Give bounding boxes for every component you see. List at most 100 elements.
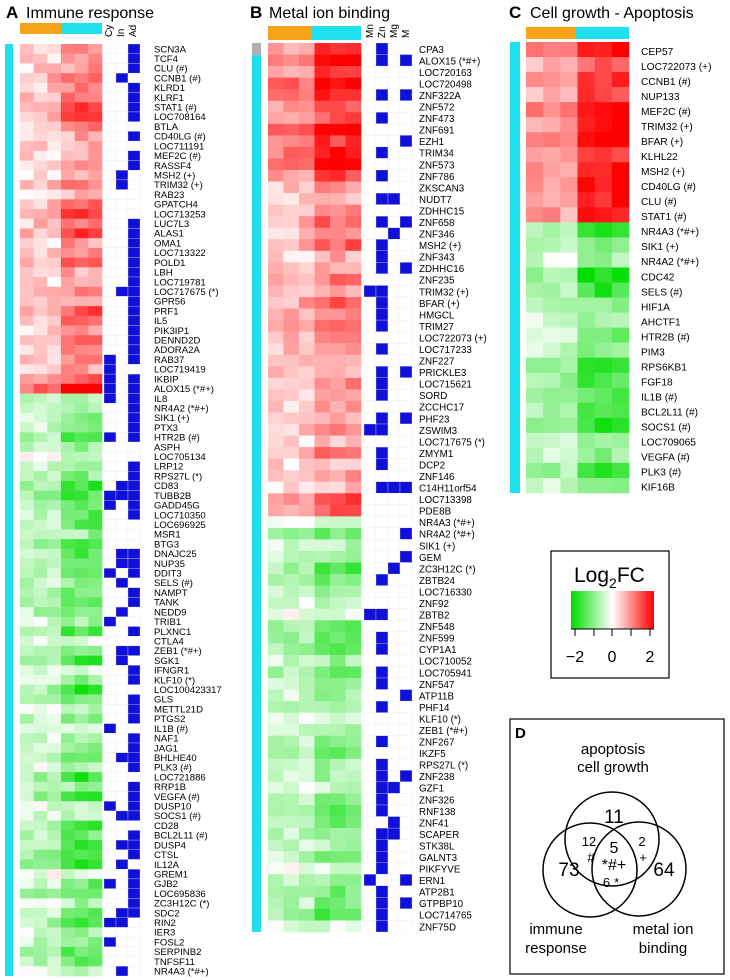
annotation-cell-on [127,674,141,685]
annotation-cell-off [375,874,389,886]
panel-a-letter: A [6,3,18,22]
annotation-cell-on [127,480,141,491]
heatmap-cell [330,851,346,864]
heatmap-cell [88,403,103,414]
gene-label: ZNF572 [419,103,454,114]
heatmap-cell [268,170,284,182]
heatmap-cell [283,158,300,171]
annotation-cell-off [387,273,401,286]
heatmap-cell [526,162,544,178]
heatmap-cell [268,874,284,887]
heatmap-cell [330,874,346,887]
heatmap-cell [611,252,630,268]
heatmap-cell [47,684,62,695]
heatmap-cell [299,285,315,298]
heatmap-cell [283,712,300,725]
annotation-cell-off [363,597,377,609]
heatmap-cell [283,608,300,621]
heatmap-cell [330,389,346,402]
heatmap-cell [611,312,630,328]
annotation-cell-off [399,250,413,263]
heatmap-cell [33,694,48,705]
heatmap-cell [330,862,346,875]
annotation-cell-on [127,102,141,113]
heatmap-cell [47,364,62,375]
annotation-cell-off [387,573,401,586]
annotation-cell-off [363,158,377,171]
heatmap-cell [299,493,315,506]
heatmap-cell [61,723,75,734]
heatmap-cell [283,389,300,402]
annotation-cell-off [115,762,129,773]
heatmap-cell [594,327,613,343]
heatmap-cell [330,366,346,379]
heatmap-cell [314,262,331,275]
heatmap-cell [330,435,346,448]
heatmap-cell [283,343,300,356]
heatmap-cell [61,44,75,55]
heatmap-cell [88,713,103,724]
heatmap-cell [314,354,331,367]
annotation-cell-off [399,608,413,621]
annotation-cell-off [387,770,401,783]
heatmap-cell [74,150,89,161]
annotation-cell-off [375,539,389,552]
heatmap-cell [33,247,48,258]
gene-label: BTLA [154,122,179,133]
heatmap-cell [314,735,331,748]
gene-label: ATP2B1 [419,888,455,899]
heatmap-cell [299,250,315,263]
annotation-cell-off [387,851,401,863]
heatmap-cell [314,816,331,829]
heatmap-cell [345,66,362,78]
heatmap-cell [20,859,34,870]
annotation-cell-off [103,267,117,278]
heatmap-cell [47,480,62,491]
heatmap-cell [560,432,578,449]
annotation-cell-off [103,558,117,569]
heatmap-cell [74,451,89,462]
heatmap-cell [47,966,62,977]
venn-count-top-left: 12 [582,834,596,849]
venn-circle-apoptosis [564,791,660,887]
heatmap-cell [88,801,103,812]
heatmap-cell [283,793,300,806]
annotation-cell-off [387,412,401,425]
heatmap-cell [47,63,62,74]
heatmap-cell [20,403,34,414]
heatmap-cell [47,917,62,928]
heatmap-cell [33,917,48,928]
heatmap-cell [543,477,561,494]
gene-label: FOSL2 [154,937,184,948]
heatmap-cell [526,207,544,223]
annotation-cell-off [103,315,117,326]
annotation-cell-on [375,343,389,355]
heatmap-cell [20,461,34,472]
annotation-cell-off [103,587,117,598]
heatmap-cell [88,743,103,754]
heatmap-cell [74,655,89,666]
heatmap-cell [74,422,89,433]
annotation-cell-on [375,262,389,275]
heatmap-cell [314,458,331,471]
heatmap-cell [611,87,630,103]
gene-label: ZBTB2 [419,611,450,622]
annotation-cell-off [115,626,129,637]
legend-tick-0: 0 [608,649,617,666]
gene-label: GLS [154,695,173,706]
heatmap-cell [330,735,346,748]
heatmap-cell [345,920,362,933]
annotation-cell-off [375,181,389,194]
heatmap-cell [543,42,561,58]
heatmap-cell [33,141,48,152]
heatmap-cell [594,147,613,163]
gene-label: SCAPER [419,830,459,841]
annotation-cell-off [115,791,129,802]
heatmap-cell [314,158,331,171]
panel-c-side-bar [510,42,520,493]
heatmap-cell [299,747,315,760]
annotation-cell-off [387,169,401,182]
heatmap-cell [345,678,362,690]
heatmap-cell [283,447,300,459]
heatmap-cell [268,608,284,621]
